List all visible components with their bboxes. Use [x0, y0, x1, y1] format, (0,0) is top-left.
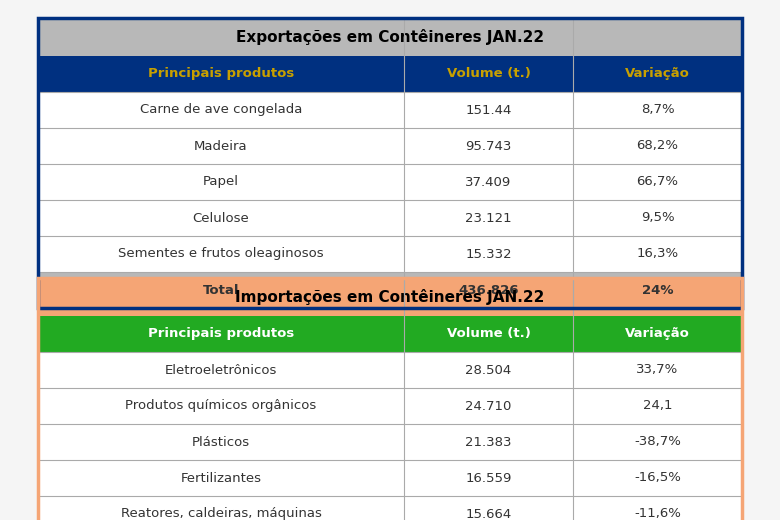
Text: 24.710: 24.710 [466, 399, 512, 412]
Text: -11,6%: -11,6% [634, 508, 681, 520]
Bar [404, 236, 573, 272]
Text: 66,7%: 66,7% [636, 175, 679, 188]
Bar [573, 128, 742, 164]
Bar [404, 200, 573, 236]
Text: Variação: Variação [625, 328, 690, 341]
Bar [404, 424, 573, 460]
Text: Exportações em Contêineres JAN.22: Exportações em Contêineres JAN.22 [236, 29, 544, 45]
Text: 21.383: 21.383 [466, 436, 512, 448]
Bar [573, 272, 742, 308]
Text: 15.332: 15.332 [465, 248, 512, 261]
Bar [38, 128, 404, 164]
Text: Importações em Contêineres JAN.22: Importações em Contêineres JAN.22 [236, 289, 544, 305]
Bar [38, 460, 404, 496]
Text: -16,5%: -16,5% [634, 472, 681, 485]
Text: 15.664: 15.664 [466, 508, 512, 520]
Text: -38,7%: -38,7% [634, 436, 681, 448]
Bar [38, 388, 404, 424]
Bar [404, 388, 573, 424]
Bar [573, 200, 742, 236]
Bar [38, 278, 742, 316]
Bar [404, 164, 573, 200]
Bar [38, 424, 404, 460]
Bar [38, 272, 404, 308]
Text: 8,7%: 8,7% [640, 103, 675, 116]
Text: Madeira: Madeira [194, 139, 248, 152]
Text: Reatores, caldeiras, máquinas: Reatores, caldeiras, máquinas [121, 508, 321, 520]
Text: 33,7%: 33,7% [636, 363, 679, 376]
Text: Plásticos: Plásticos [192, 436, 250, 448]
Text: 28.504: 28.504 [466, 363, 512, 376]
Text: 436.826: 436.826 [459, 283, 519, 296]
Text: Celulose: Celulose [193, 212, 250, 225]
Text: Sementes e frutos oleaginosos: Sementes e frutos oleaginosos [119, 248, 324, 261]
Text: Total: Total [203, 283, 239, 296]
Bar [38, 352, 404, 388]
Bar [38, 316, 404, 352]
Bar [404, 56, 573, 92]
Text: 37.409: 37.409 [466, 175, 512, 188]
Text: Volume (t.): Volume (t.) [447, 328, 530, 341]
Bar [573, 424, 742, 460]
Text: Principais produtos: Principais produtos [148, 328, 294, 341]
Bar [404, 92, 573, 128]
Bar [573, 236, 742, 272]
Text: 151.44: 151.44 [466, 103, 512, 116]
Text: Variação: Variação [625, 68, 690, 81]
Text: 68,2%: 68,2% [636, 139, 679, 152]
Bar [38, 278, 742, 520]
Text: Volume (t.): Volume (t.) [447, 68, 530, 81]
Text: Fertilizantes: Fertilizantes [180, 472, 261, 485]
Bar [573, 92, 742, 128]
Bar [404, 352, 573, 388]
Text: 23.121: 23.121 [465, 212, 512, 225]
Text: 16.559: 16.559 [466, 472, 512, 485]
Bar [38, 164, 404, 200]
Bar [38, 92, 404, 128]
Bar [38, 56, 404, 92]
Bar [404, 460, 573, 496]
Bar [38, 236, 404, 272]
Text: Eletroeletrônicos: Eletroeletrônicos [165, 363, 277, 376]
Text: 24,1: 24,1 [643, 399, 672, 412]
Bar [404, 496, 573, 520]
Bar [573, 460, 742, 496]
Bar [404, 128, 573, 164]
Bar [404, 272, 573, 308]
Bar [573, 388, 742, 424]
Bar [38, 200, 404, 236]
Text: Carne de ave congelada: Carne de ave congelada [140, 103, 302, 116]
Text: Produtos químicos orgânicos: Produtos químicos orgânicos [126, 399, 317, 412]
Bar [404, 316, 573, 352]
Bar [573, 56, 742, 92]
Bar [573, 164, 742, 200]
Bar [573, 316, 742, 352]
Text: Principais produtos: Principais produtos [148, 68, 294, 81]
Bar [573, 352, 742, 388]
Text: 95.743: 95.743 [466, 139, 512, 152]
Bar [38, 18, 742, 308]
Bar [38, 496, 404, 520]
Bar [38, 18, 742, 56]
Text: 16,3%: 16,3% [636, 248, 679, 261]
Text: 9,5%: 9,5% [640, 212, 675, 225]
Text: Papel: Papel [203, 175, 239, 188]
Bar [573, 496, 742, 520]
Text: 24%: 24% [642, 283, 673, 296]
